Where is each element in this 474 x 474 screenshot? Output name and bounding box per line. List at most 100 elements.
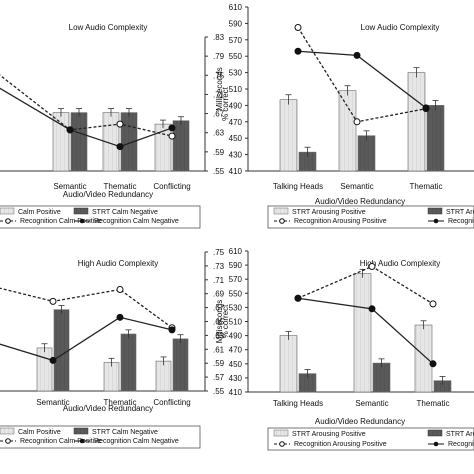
chart-3-ytick-label: 470 xyxy=(229,346,243,355)
chart-3-ylabel: Milliseconds xyxy=(215,300,224,344)
chart-2-ytick-label: .59 xyxy=(213,359,225,368)
chart-3-legend-label: Recogniti xyxy=(448,441,474,448)
chart-3-point-recognition-positive xyxy=(429,300,437,308)
chart-1-legend-box xyxy=(267,205,474,229)
chart-0-legend-marker-negative xyxy=(79,218,85,224)
chart-0-point-recognition-negative xyxy=(116,143,124,151)
chart-0-xlabel: Audio/Video Redundancy xyxy=(63,190,153,199)
chart-1-line-recognition-negative xyxy=(297,50,427,109)
chart-0-legend-box xyxy=(0,205,201,229)
chart-0-legend-label: STRT Calm Negative xyxy=(92,209,158,216)
chart-0-legend-swatch-positive xyxy=(0,207,15,215)
chart-3-legend-label: STRT Arousing Positive xyxy=(292,431,366,438)
chart-3-category-label: Talking Heads xyxy=(273,399,323,408)
chart-1-ytick-label: 470 xyxy=(229,118,243,127)
chart-2-point-recognition-positive xyxy=(116,286,124,294)
chart-2-bar-positive xyxy=(36,347,53,392)
chart-1-bar-negative xyxy=(426,105,445,172)
chart-1-ytick-label: 450 xyxy=(229,134,243,143)
chart-2-legend-label: STRT Calm Negative xyxy=(92,429,158,436)
chart-0-line-recognition-negative xyxy=(0,87,173,148)
chart-0-title: Low Audio Complexity xyxy=(69,23,148,32)
chart-2-legend-label: Calm Positive xyxy=(18,429,61,436)
chart-0-legend-label: Recognition Calm Positive xyxy=(20,218,102,225)
chart-1-point-recognition-negative xyxy=(294,47,302,55)
chart-0-point-recognition-negative xyxy=(66,126,74,134)
chart-1-legend-label: Recognition Arousing Positive xyxy=(294,218,387,225)
chart-1-legend-label: STRT Arousing Positive xyxy=(292,209,366,216)
chart-3-title: High Audio Complexity xyxy=(360,259,440,268)
chart-1-ytick-label: 570 xyxy=(229,36,243,45)
chart-3-bar-positive xyxy=(353,273,372,393)
chart-0-point-recognition-positive xyxy=(168,132,176,140)
chart-1-ytick-label: 530 xyxy=(229,69,243,78)
chart-1-bar-positive xyxy=(407,72,426,172)
chart-3-point-recognition-negative xyxy=(429,360,437,368)
chart-0-legend-marker-positive xyxy=(5,218,11,224)
chart-2-ylabel: % correct xyxy=(221,304,230,339)
chart-2-bar-positive xyxy=(155,360,172,392)
chart-1-xlabel: Audio/Video Redundancy xyxy=(315,197,405,206)
chart-3-bar-positive xyxy=(414,324,433,393)
chart-1-point-recognition-negative xyxy=(353,51,361,59)
chart-2-legend-label: Recognition Calm Negative xyxy=(94,438,179,445)
chart-2-ytick-label: .75 xyxy=(213,248,225,257)
chart-2-ytick-label: .61 xyxy=(213,345,225,354)
chart-2-ytick-label: .57 xyxy=(213,373,225,382)
chart-3-bar-positive xyxy=(279,335,298,393)
chart-1-legend-swatch-positive xyxy=(273,207,289,215)
chart-0-ytick-label: .75 xyxy=(213,71,225,80)
chart-2-line-recognition-negative xyxy=(0,316,173,362)
chart-3-category-label: Thematic xyxy=(417,399,450,408)
chart-3-legend-box xyxy=(267,427,474,451)
chart-0-ytick-label: .67 xyxy=(213,110,225,119)
chart-3-legend-marker-negative xyxy=(433,441,439,447)
chart-2-category-label: Thematic xyxy=(104,398,137,407)
chart-1-category-label: Talking Heads xyxy=(273,182,323,191)
chart-1-category-label: Thematic xyxy=(410,182,443,191)
chart-2-point-recognition-negative xyxy=(168,326,176,334)
chart-3-legend-label: STRT Arou xyxy=(446,431,474,438)
chart-1-point-recognition-positive xyxy=(294,24,302,31)
chart-1-legend-swatch-negative xyxy=(427,207,443,215)
chart-1-ytick-label: 410 xyxy=(229,167,243,176)
chart-3-xlabel: Audio/Video Redundancy xyxy=(315,417,405,426)
chart-1-point-recognition-positive xyxy=(353,118,361,126)
chart-0-point-recognition-negative xyxy=(168,124,176,132)
chart-3-ytick-label: 550 xyxy=(229,289,243,298)
chart-0-line-recognition-positive xyxy=(0,74,173,137)
chart-3-category-label: Semantic xyxy=(355,399,388,408)
chart-2-ytick-label: .65 xyxy=(213,318,225,327)
chart-3-ytick-label: 410 xyxy=(229,388,243,397)
chart-0-category-label: Conflicting xyxy=(153,182,190,191)
chart-2-point-recognition-negative xyxy=(49,356,57,364)
chart-1-bar-negative xyxy=(357,135,376,172)
chart-3-ytick-label: 510 xyxy=(229,318,243,327)
chart-2-legend-marker-positive xyxy=(5,438,11,444)
chart-3-legend-swatch-positive xyxy=(273,429,289,437)
chart-0-category-label: Thematic xyxy=(104,182,137,191)
chart-0-ytick-label: .71 xyxy=(213,90,225,99)
chart-0-bar-negative xyxy=(70,112,88,172)
chart-1-ytick-label: 550 xyxy=(229,52,243,61)
chart-3-bar-negative xyxy=(372,362,391,393)
chart-0-ytick-label: .59 xyxy=(213,148,225,157)
chart-2-ytick-label: .71 xyxy=(213,276,225,285)
chart-0-ylabel: % correct xyxy=(221,86,230,121)
chart-1-ytick-label: 590 xyxy=(229,19,243,28)
chart-0-legend-label: Recognition Calm Negative xyxy=(94,218,179,225)
chart-1-ytick-label: 510 xyxy=(229,85,243,94)
chart-3-ytick-label: 570 xyxy=(229,275,243,284)
chart-2-bar-negative xyxy=(172,338,189,392)
chart-2-point-recognition-negative xyxy=(116,313,124,321)
chart-1-line-recognition-positive xyxy=(297,27,427,123)
chart-0-point-recognition-positive xyxy=(116,120,124,128)
chart-1-legend-marker-positive xyxy=(279,218,285,224)
chart-3-ytick-label: 430 xyxy=(229,374,243,383)
chart-2-legend-swatch-positive xyxy=(0,427,15,435)
chart-1-legend-label: Recogniti xyxy=(448,218,474,225)
chart-0-legend-swatch-negative xyxy=(73,207,89,215)
chart-3-legend-swatch-negative xyxy=(427,429,443,437)
chart-2-legend-swatch-negative xyxy=(73,427,89,435)
chart-2-bar-positive xyxy=(103,362,120,392)
